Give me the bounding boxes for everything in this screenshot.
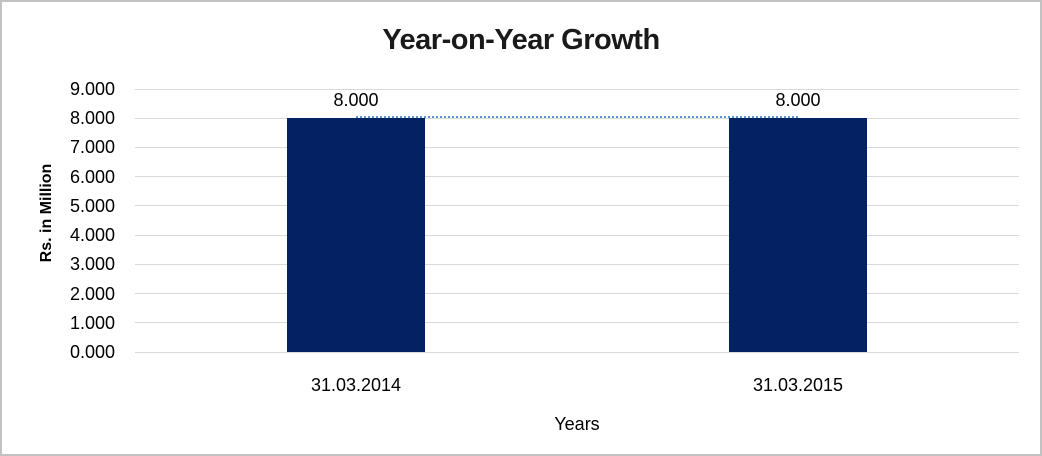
gridline xyxy=(135,146,1019,148)
y-tick-label: 2.000 xyxy=(69,283,115,304)
y-tick-label: 8.000 xyxy=(69,108,115,129)
y-tick-label: 7.000 xyxy=(69,137,115,158)
chart-title: Year-on-Year Growth xyxy=(382,24,660,56)
x-axis-title: Years xyxy=(554,414,600,434)
dotted-line xyxy=(356,116,798,119)
x-axis-tick-labels: 31.03.2014 31.03.2015 xyxy=(135,376,1019,396)
plot-area: 8.000 8.000 xyxy=(135,88,1019,353)
bar xyxy=(729,118,867,352)
y-tick-label: 0.000 xyxy=(69,342,115,362)
gridline xyxy=(135,176,1019,178)
gridline xyxy=(135,117,1019,119)
bar-value-label: 8.000 xyxy=(333,90,379,111)
gridline xyxy=(135,322,1019,324)
gridline xyxy=(135,234,1019,236)
x-tick-label: 31.03.2015 xyxy=(752,375,844,395)
gridline xyxy=(135,263,1019,265)
y-tick-label: 3.000 xyxy=(69,254,115,275)
gridline xyxy=(135,88,1019,90)
y-axis-tick-labels: 0.000 1.000 2.000 3.000 4.000 5.000 6.000 7.000… xyxy=(2,80,117,361)
y-tick-label: 1.000 xyxy=(69,312,115,333)
y-tick-label: 5.000 xyxy=(69,195,115,216)
y-tick-label: 6.000 xyxy=(69,166,115,187)
y-tick-label: 4.000 xyxy=(69,225,115,246)
bar xyxy=(287,118,425,352)
gridline xyxy=(135,205,1019,207)
gridline xyxy=(135,293,1019,295)
x-tick-label: 31.03.2014 xyxy=(310,375,402,395)
bar-value-label: 8.000 xyxy=(775,90,821,111)
gridline xyxy=(135,351,1019,353)
y-tick-label: 9.000 xyxy=(69,79,115,99)
